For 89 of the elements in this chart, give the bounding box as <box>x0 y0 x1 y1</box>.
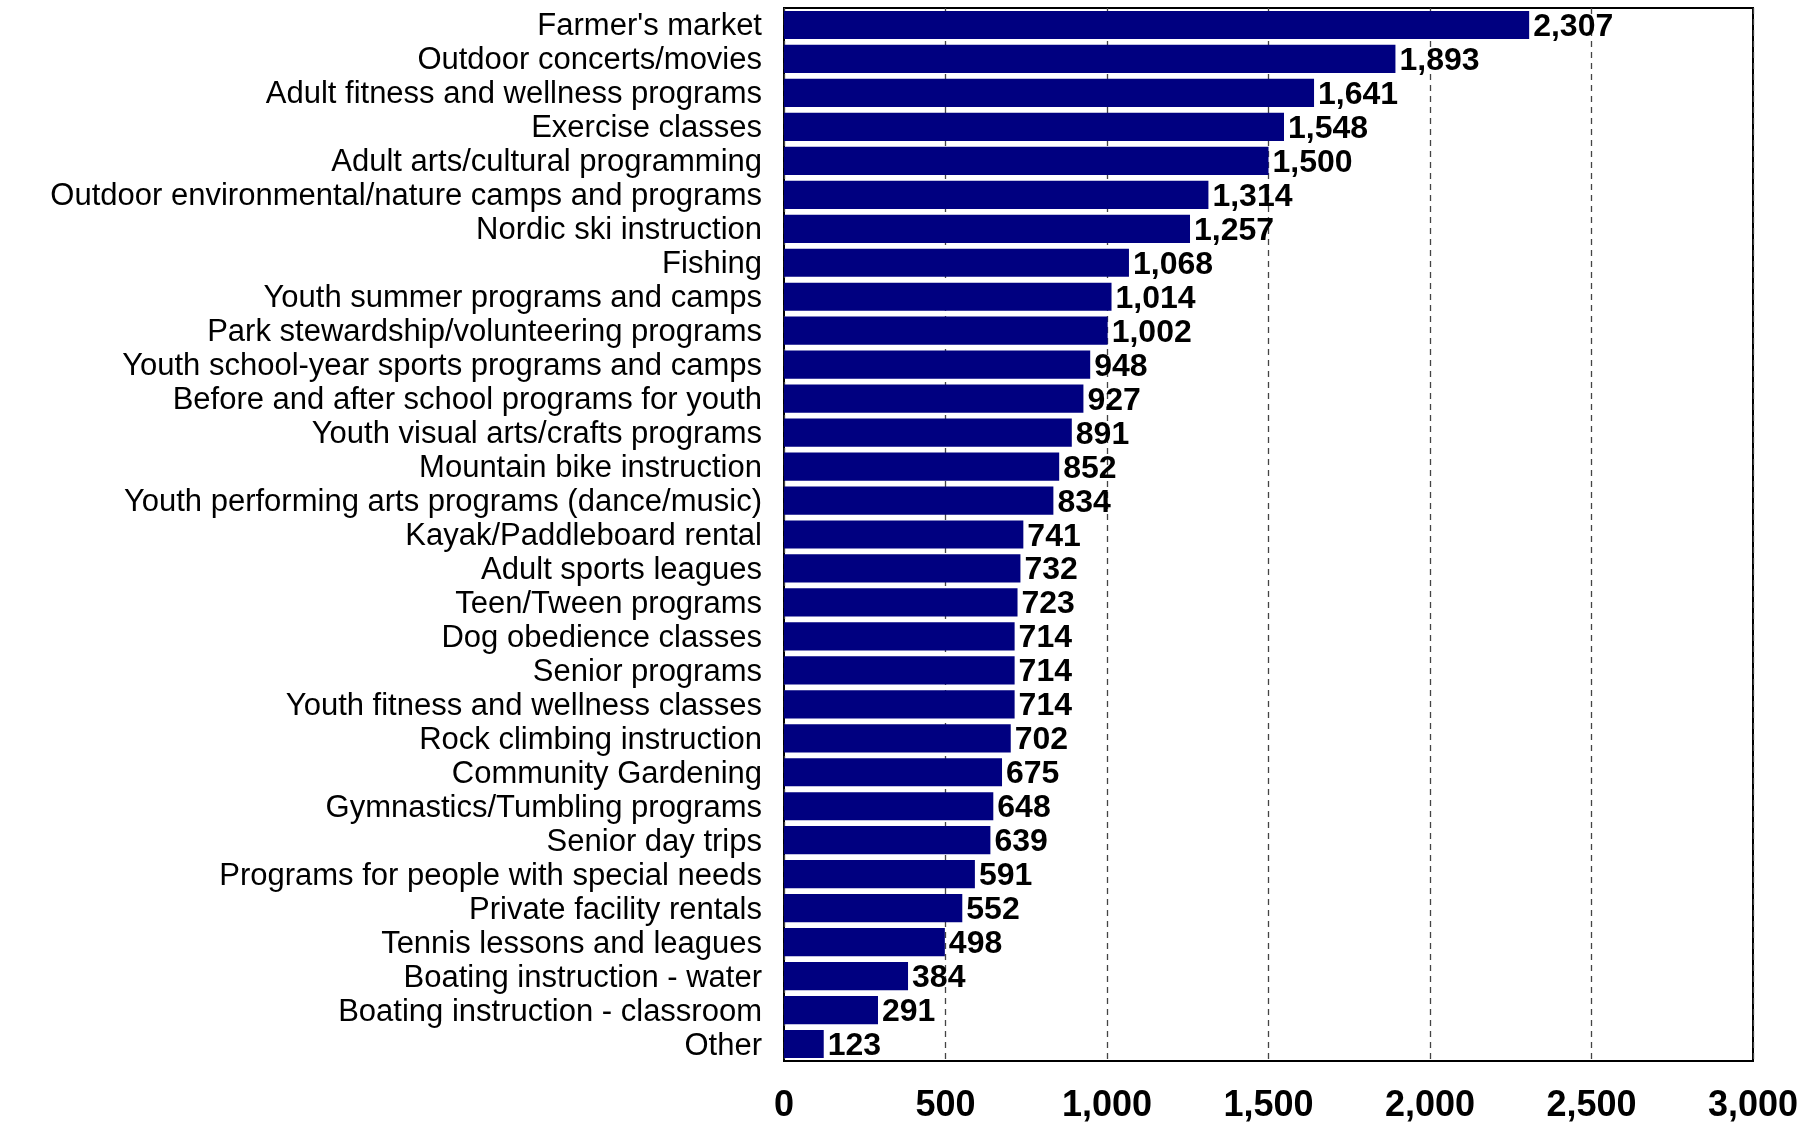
bar <box>784 452 1060 481</box>
y-tick-label: Youth visual arts/crafts programs <box>311 415 762 451</box>
y-tick-label: Rock climbing instruction <box>419 720 762 756</box>
data-label: 1,002 <box>1111 312 1192 349</box>
y-tick-label: Fishing <box>662 245 762 281</box>
data-label: 723 <box>1021 584 1075 621</box>
bar <box>784 44 1396 74</box>
y-tick-label: Before and after school programs for youth <box>172 381 762 417</box>
data-label: 714 <box>1018 652 1073 689</box>
bar <box>784 656 1015 685</box>
data-label: 1,314 <box>1212 176 1293 213</box>
bar <box>784 928 945 957</box>
bar <box>784 350 1091 379</box>
data-label: 702 <box>1014 720 1069 757</box>
data-label: 1,641 <box>1318 74 1399 111</box>
bar <box>784 860 975 889</box>
data-label: 852 <box>1063 448 1117 485</box>
data-label: 927 <box>1087 380 1141 417</box>
y-tick-label: Mountain bike instruction <box>419 449 762 485</box>
data-label: 1,548 <box>1288 108 1369 145</box>
data-label: 1,068 <box>1132 244 1214 281</box>
bar <box>784 554 1021 583</box>
bar <box>784 316 1108 345</box>
y-tick-label: Nordic ski instruction <box>476 211 762 247</box>
bar <box>784 894 963 923</box>
bar <box>784 384 1084 413</box>
x-tick-label: 2,000 <box>1384 1082 1476 1124</box>
y-tick-label: Outdoor environmental/nature camps and programs <box>50 177 762 213</box>
data-label: 948 <box>1094 346 1148 383</box>
data-label: 714 <box>1018 686 1073 723</box>
data-label: 591 <box>978 856 1033 893</box>
y-tick-label: Youth summer programs and camps <box>263 279 762 315</box>
data-label: 384 <box>912 958 966 995</box>
bar <box>784 1029 824 1059</box>
bar <box>784 826 991 855</box>
data-label: 891 <box>1075 414 1130 451</box>
x-tick-label: 3,000 <box>1707 1082 1799 1124</box>
data-label: 675 <box>1006 754 1060 791</box>
bar <box>784 792 994 821</box>
data-label: 834 <box>1057 482 1111 519</box>
data-label: 1,893 <box>1399 40 1480 77</box>
bar <box>784 995 878 1025</box>
data-label: 1,257 <box>1194 210 1275 247</box>
data-label: 291 <box>881 992 936 1029</box>
y-tick-label: Adult sports leagues <box>481 550 762 586</box>
bar <box>784 724 1011 753</box>
bar <box>784 520 1024 549</box>
y-tick-label: Outdoor concerts/movies <box>417 41 762 77</box>
bar <box>784 146 1269 175</box>
y-tick-label: Adult arts/cultural programming <box>331 143 762 179</box>
data-label: 732 <box>1024 550 1078 587</box>
data-label: 123 <box>827 1026 882 1063</box>
bar <box>784 758 1003 787</box>
bar <box>784 690 1015 719</box>
data-label: 1,500 <box>1272 142 1353 179</box>
bar <box>784 282 1112 311</box>
data-label: 714 <box>1018 618 1073 655</box>
x-tick-label: 500 <box>915 1082 976 1124</box>
bar <box>784 78 1315 108</box>
data-label: 498 <box>948 924 1003 961</box>
x-tick-label: 2,500 <box>1546 1082 1637 1124</box>
x-tick-label: 1,000 <box>1061 1082 1153 1124</box>
data-label: 2,307 <box>1533 6 1614 43</box>
data-label: 1,014 <box>1115 278 1196 315</box>
bar <box>784 112 1284 141</box>
y-tick-label: Farmer's market <box>537 7 763 43</box>
bar <box>784 622 1015 651</box>
y-tick-label: Park stewardship/volunteering programs <box>207 313 762 349</box>
x-tick-label: 0 <box>773 1082 795 1124</box>
y-tick-label: Youth performing arts programs (dance/music) <box>123 483 762 519</box>
data-label: 639 <box>994 822 1048 859</box>
bar <box>784 961 909 991</box>
data-label: 552 <box>966 890 1020 927</box>
bar <box>784 214 1191 243</box>
data-label: 741 <box>1027 516 1081 553</box>
y-tick-label: Other <box>684 1026 762 1062</box>
bar <box>784 588 1018 617</box>
y-tick-label: Youth school-year sports programs and camps <box>122 347 762 383</box>
x-tick-label: 1,500 <box>1223 1082 1314 1124</box>
y-tick-label: Adult fitness and wellness programs <box>265 75 762 111</box>
bar <box>784 180 1209 209</box>
bar <box>784 10 1530 40</box>
bar <box>784 486 1054 515</box>
y-tick-label: Exercise classes <box>531 109 762 145</box>
bar <box>784 248 1129 277</box>
data-label: 648 <box>997 788 1051 825</box>
y-tick-label: Senior programs <box>532 652 762 688</box>
y-tick-label: Kayak/Paddleboard rental <box>405 517 762 552</box>
bar <box>784 418 1072 447</box>
